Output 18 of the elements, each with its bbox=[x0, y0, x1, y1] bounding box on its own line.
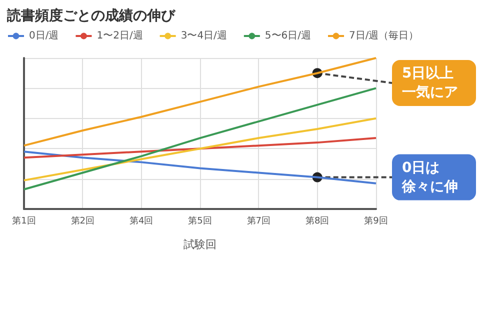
x-tick-label: 第1回 bbox=[12, 216, 36, 226]
text: 徐々に伸 bbox=[401, 178, 458, 195]
x-tick-label: 第9回 bbox=[364, 216, 388, 226]
legend-label: 0日/週 bbox=[29, 30, 59, 42]
legend-label: 1〜2日/週 bbox=[96, 30, 143, 42]
x-tick-label: 第8回 bbox=[305, 216, 330, 226]
annotation: 0日は bbox=[402, 160, 440, 176]
chart-title: 読書頻度ごとの成績の伸び bbox=[6, 7, 176, 24]
legend-label: 3〜4日/週 bbox=[180, 30, 227, 42]
legend-label: 7日/週（毎日） bbox=[349, 30, 419, 42]
x-tick-label: 第2回 bbox=[70, 216, 95, 226]
x-tick-label: 第7回 bbox=[246, 216, 271, 226]
x-axis-title: 試験回 bbox=[184, 238, 216, 251]
x-tick-label: 第4回 bbox=[129, 216, 154, 226]
annotation: 5日以上 bbox=[402, 66, 454, 82]
legend-label: 5〜6日/週 bbox=[264, 30, 312, 42]
x-tick-label: 第5回 bbox=[188, 216, 212, 226]
text: 一気にア bbox=[402, 84, 458, 100]
